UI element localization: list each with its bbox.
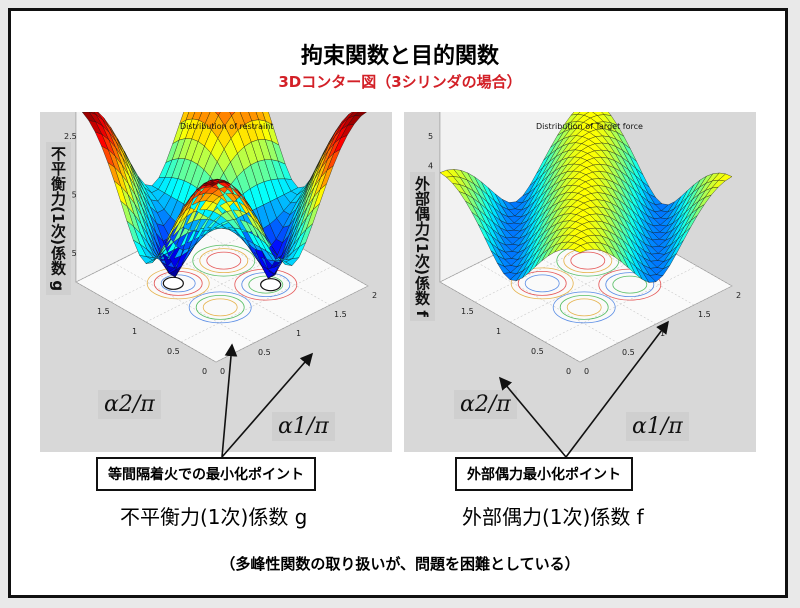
floor-contour-line xyxy=(199,248,249,274)
y-tick-label: 1.5 xyxy=(461,307,474,316)
floor-contour-line xyxy=(160,274,196,293)
surface-patch xyxy=(179,112,190,124)
floor-contour-line xyxy=(566,298,602,317)
left-z-axis-label: 不平衡力(1次)係数 g xyxy=(46,142,71,296)
surface-patch xyxy=(718,173,733,182)
x-tick-label: 0.5 xyxy=(258,348,271,357)
floor-grid-line xyxy=(553,224,695,306)
surface-patch xyxy=(570,112,581,116)
floor-grid-line xyxy=(113,262,255,344)
floor-grid-line xyxy=(189,224,331,306)
floor-contour-line xyxy=(195,294,245,320)
y-tick-label: 0 xyxy=(202,367,207,376)
x-tick-label: 1.5 xyxy=(698,310,711,319)
y-tick-label: 1 xyxy=(496,327,501,336)
x-tick-label: 0 xyxy=(220,367,225,376)
left-surface-plot: 32.521.510.5000.511.5221.510.50 xyxy=(62,112,377,376)
left-plot-title: Distribution of restraint xyxy=(180,122,274,131)
left-caption: 不平衡力(1次)係数 g xyxy=(120,505,308,529)
right-alpha1-label: α1/π xyxy=(626,412,689,441)
floor-contour-line xyxy=(188,291,252,324)
x-tick-label: 0 xyxy=(584,367,589,376)
y-tick-label: 0 xyxy=(566,367,571,376)
slide-title: 拘束関数と目的関数 xyxy=(300,44,499,69)
x-tick-label: 1 xyxy=(660,329,665,338)
x-tick-label: 0.5 xyxy=(622,348,635,357)
footer-note: （多峰性関数の取り扱いが、問題を困難としている） xyxy=(220,555,580,573)
floor-contour-line xyxy=(510,267,574,300)
surface-patch xyxy=(192,112,203,121)
floor-contour-line xyxy=(517,270,567,296)
surface-patch xyxy=(348,112,359,119)
slide-subtitle: 3Dコンター図（3シリンダの場合） xyxy=(278,73,522,91)
x-tick-label: 1 xyxy=(296,329,301,338)
z-tick-label: 2.5 xyxy=(64,132,77,141)
z-tick-label: 5 xyxy=(428,132,433,141)
surface-patch xyxy=(354,112,367,117)
y-tick-label: 1 xyxy=(132,327,137,336)
right-surface-plot: 654321000.511.5221.510.50 xyxy=(426,112,741,376)
floor-grid-line xyxy=(477,262,619,344)
y-tick-label: 0.5 xyxy=(531,347,544,356)
y-tick-label: 1.5 xyxy=(97,307,110,316)
x-tick-label: 2 xyxy=(736,291,741,300)
floor-contour-line xyxy=(248,275,284,294)
left-callout: 等間隔着火での最小化ポイント xyxy=(96,457,316,491)
floor-contour-line xyxy=(524,274,560,293)
floor-contour-line xyxy=(202,298,238,317)
surface-patch xyxy=(185,112,196,121)
x-tick-label: 1.5 xyxy=(334,310,347,319)
y-tick-label: 0.5 xyxy=(167,347,180,356)
minimum-point-marker xyxy=(260,278,282,292)
floor-contour-line xyxy=(559,294,609,320)
surface-patch xyxy=(229,112,236,117)
right-caption: 外部偶力(1次)係数 f xyxy=(462,505,644,529)
left-plot-panel: 32.521.510.5000.511.5221.510.50 Distribu… xyxy=(40,112,392,452)
right-callout: 外部偶力最小化ポイント xyxy=(455,457,633,491)
surface-patch xyxy=(215,112,221,116)
minimum-point-marker xyxy=(162,276,184,290)
floor-contour-line xyxy=(612,275,648,294)
x-tick-label: 2 xyxy=(372,291,377,300)
floor-contour-line xyxy=(570,251,606,270)
left-alpha2-label: α2/π xyxy=(98,390,161,419)
floor-contour-line xyxy=(206,251,242,270)
right-z-axis-label: 外部偶力(1次)係数 f xyxy=(410,172,435,321)
right-plot-title: Distribution of Target force xyxy=(536,122,643,131)
right-alpha2-label: α2/π xyxy=(454,390,517,419)
left-alpha1-label: α1/π xyxy=(272,412,335,441)
floor-grid-line xyxy=(110,225,264,303)
right-plot-panel: 654321000.511.5221.510.50 Distribution o… xyxy=(404,112,756,452)
floor-contour-line xyxy=(192,244,256,277)
z-tick-label: 4 xyxy=(428,161,433,170)
floor-contour-line xyxy=(605,272,655,298)
